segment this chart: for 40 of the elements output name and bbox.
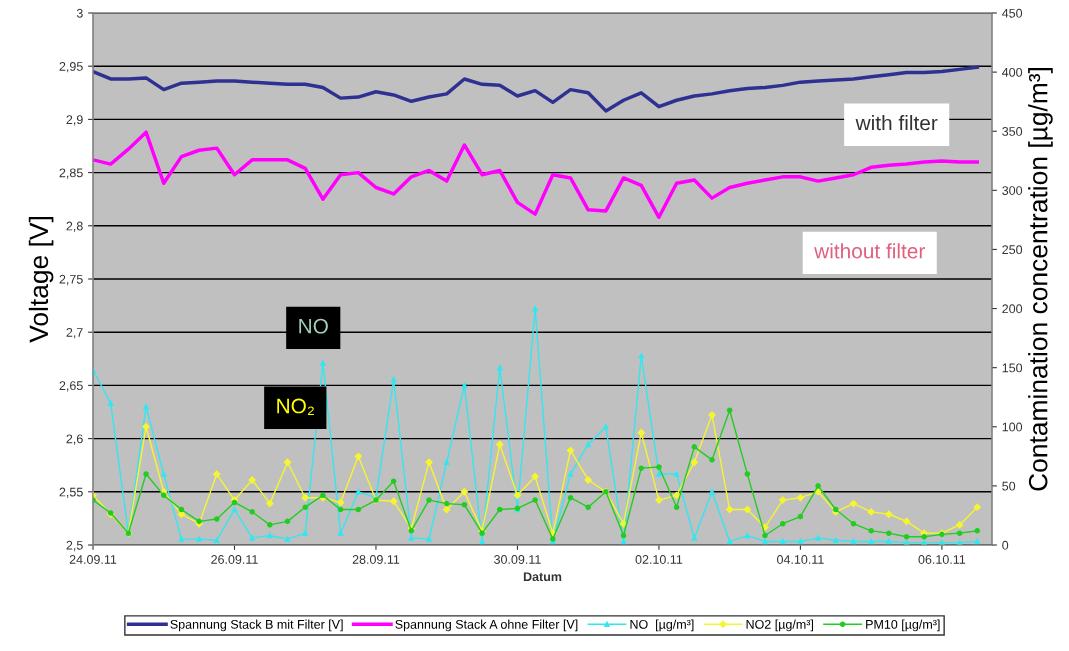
y-tick-label: 2,85 [59,168,83,179]
annotation: without filter [814,243,925,259]
y2-tick-label: 100 [1002,422,1023,432]
x-tick-label: 06.10.11 [918,555,966,564]
y2-tick-label: 0 [1002,540,1009,550]
x-tick-label: 04.10.11 [777,555,824,564]
x-tick-label: 30.09.11 [494,555,541,564]
y2-tick-label: 350 [1002,127,1023,136]
x-tick-label: 28.09.11 [352,555,400,564]
legend-label: NO [µg/m³] [630,619,694,632]
annotation: NO [299,318,328,334]
y-tick-label: 2,65 [59,381,83,392]
legend-label: Spannung Stack B mit Filter [V] [170,619,343,632]
y2-tick-label: 300 [1002,186,1023,195]
x-tick-label: 24.09.11 [69,555,117,564]
y2-tick-label: 150 [1002,363,1023,373]
y-tick-label: 2,8 [66,221,83,232]
y-tick-label: 3 [76,8,83,18]
y-tick-label: 2,5 [66,540,83,552]
x-tick-label: 26.09.11 [211,555,258,564]
y-tick-label: 2,95 [59,62,83,73]
legend-label: PM10 [µg/m³] [866,619,940,632]
y-tick-label: 2,55 [59,487,83,498]
y-tick-label: 2,7 [66,328,83,339]
y2-tick-label: 250 [1002,245,1023,255]
y2-tick-label: 200 [1002,304,1023,314]
y2-tick-label: 450 [1002,8,1023,18]
y-tick-label: 2,75 [59,274,83,286]
x-axis-title: Datum [523,572,562,582]
annotation: NO₂ [277,398,314,415]
y-axis-title: Voltage [V] [28,217,54,343]
y2-tick-label: 400 [1002,67,1023,77]
y2-tick-label: 50 [1002,481,1016,491]
y-tick-label: 2,9 [66,115,83,126]
legend-label: NO2 [µg/m³] [746,619,813,632]
y-tick-label: 2,6 [66,434,83,445]
annotation: with filter [855,115,938,131]
y2-axis-title: Contamination concentration [µg/m³] [1028,67,1053,491]
legend-label: Spannung Stack A ohne Filter [V] [395,619,578,632]
x-tick-label: 02.10.11 [635,555,683,564]
